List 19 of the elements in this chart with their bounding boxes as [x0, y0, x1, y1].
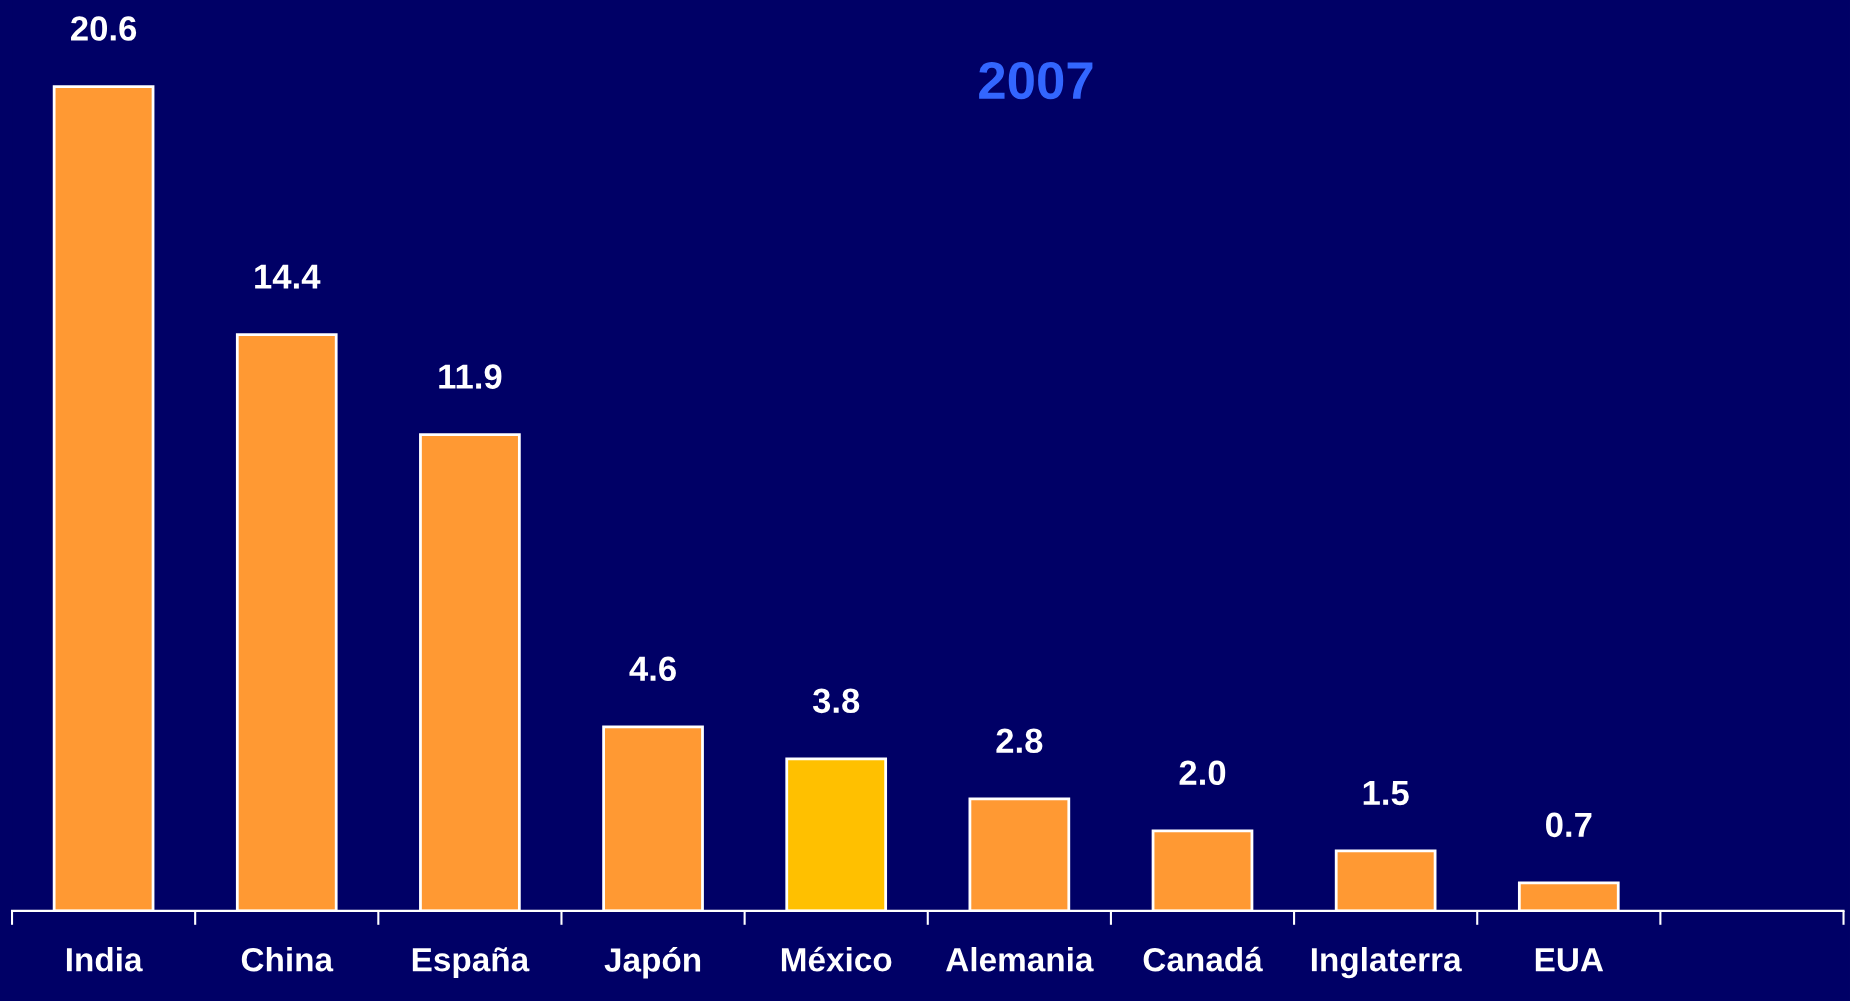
data-label: 20.6	[71, 16, 137, 41]
data-label: 0.7	[1546, 812, 1592, 838]
x-tick-label: Japón	[604, 947, 701, 979]
x-tick-label: China	[241, 947, 334, 972]
x-tick-label: India	[66, 947, 143, 972]
data-label: 2.8	[996, 728, 1043, 754]
data-label: 2.0	[1179, 760, 1226, 786]
data-label: 14.4	[255, 264, 321, 289]
data-label: 4.6	[629, 656, 676, 682]
chart-title: 2007	[979, 61, 1093, 100]
x-tick-label: EUA	[1535, 948, 1604, 972]
x-tick-label: Alemania	[946, 947, 1094, 972]
data-label: 11.9	[439, 364, 502, 389]
x-tick-label: Canadá	[1143, 946, 1263, 972]
x-tick-label: México	[781, 946, 892, 972]
x-tick-label: Inglaterra	[1311, 947, 1462, 979]
x-tick-label: España	[412, 947, 530, 979]
data-label: 1.5	[1363, 780, 1409, 806]
data-label: 3.8	[812, 688, 860, 714]
